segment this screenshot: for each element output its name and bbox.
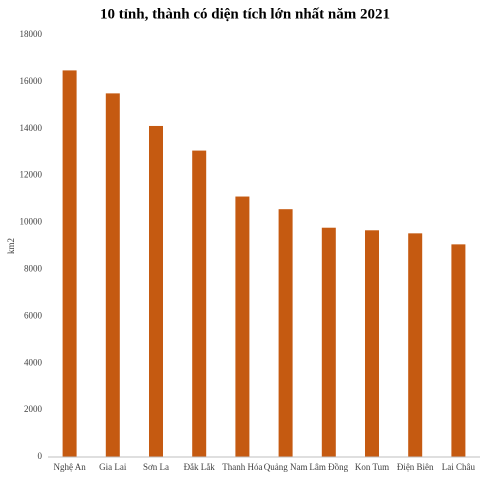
y-axis-label: km2 [6,238,16,254]
y-tick-label: 6000 [24,310,43,320]
bar [105,93,120,458]
bar [321,227,336,457]
x-tick-label: Đắk Lắk [184,462,216,472]
bar [192,150,207,457]
y-tick-label: 18000 [20,29,43,39]
bar [451,244,466,457]
x-tick-label: Kon Tum [355,462,389,472]
bar [149,125,163,457]
x-tick-label: Điện Biên [397,462,434,472]
y-tick-label: 2000 [24,404,43,414]
x-tick-label: Lai Châu [442,462,476,472]
x-tick-label: Quảng Nam [264,462,308,472]
y-tick-label: 14000 [20,123,43,133]
bar [278,209,293,457]
bar [62,70,77,457]
y-tick-label: 16000 [20,76,43,86]
y-tick-label: 12000 [20,170,43,180]
bar [235,196,250,457]
y-tick-label: 10000 [20,217,43,227]
x-tick-label: Lâm Đồng [309,462,348,472]
x-tick-label: Gia Lai [99,462,127,472]
bar [365,230,379,457]
y-tick-label: 4000 [24,357,43,367]
x-tick-label: Thanh Hóa [222,462,262,472]
x-tick-label: Sơn La [143,462,169,472]
chart-title: 10 tỉnh, thành có diện tích lớn nhất năm… [100,6,390,22]
y-tick-label: 8000 [24,264,43,274]
y-tick-label: 0 [38,451,43,461]
x-tick-label: Nghệ An [53,462,86,472]
bar [408,233,423,457]
